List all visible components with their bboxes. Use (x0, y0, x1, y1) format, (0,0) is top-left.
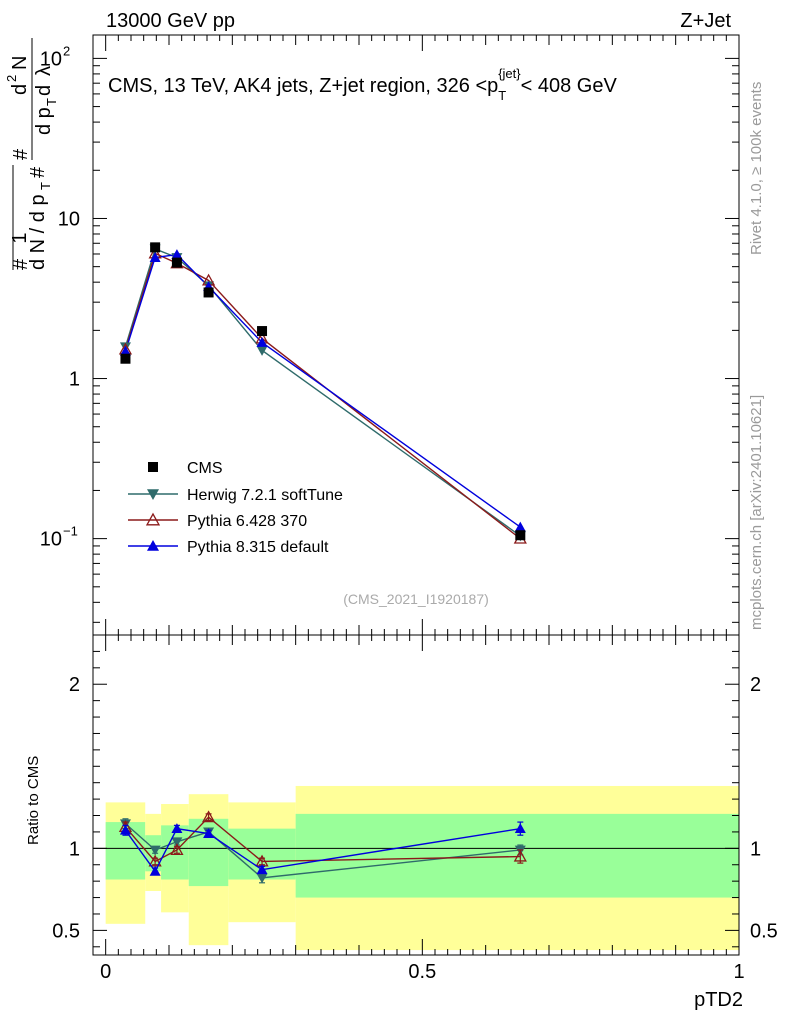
ratio-point-2-3 (203, 828, 215, 838)
data-point-0-5 (515, 530, 526, 541)
svg-text:d N / d p: d N / d p (27, 194, 49, 270)
data-point-3-1 (149, 252, 161, 262)
ratio-point-0-1 (149, 845, 161, 856)
legend-label-2: Pythia 6.428 370 (187, 513, 307, 530)
y-tick-label: 10 (40, 48, 62, 70)
ratio-y-tick-label: 0.5 (52, 920, 80, 942)
series-line-3 (124, 253, 521, 528)
data-point-0-0 (120, 353, 131, 364)
ratio-y-tick-label-right: 2 (750, 674, 761, 696)
legend-label-3: Pythia 8.315 default (187, 539, 329, 556)
legend: CMS Herwig 7.2.1 softTune Pythia 6.428 370… (128, 460, 343, 556)
header-process-label: Z+Jet (680, 10, 731, 32)
y-tick-label: 10 (58, 208, 80, 230)
main-y-axis-label: # 1 d N / d p T # # d 2 N d p T d λ (4, 38, 59, 270)
ratio-point-2-4 (256, 864, 268, 875)
x-tick-label: 0.5 (408, 961, 436, 983)
ratio-point-2-2 (171, 823, 183, 834)
svg-text:#: # (10, 148, 32, 160)
data-point-0-3 (203, 287, 214, 298)
ratio-y-tick-label-right: 1 (750, 838, 761, 860)
rivet-version-label: Rivet 4.1.0, ≥ 100k events (748, 82, 765, 255)
data-point-3-0 (119, 345, 131, 356)
ratio-point-2-0 (119, 824, 131, 835)
ratio-plot-frame (92, 634, 740, 956)
y-tick-label-exponent: −1 (63, 524, 78, 539)
analysis-watermark: (CMS_2021_I1920187) (343, 591, 489, 607)
legend-marker-3 (147, 540, 159, 551)
ratio-point-1-5 (513, 849, 527, 862)
y-tick-label-exponent: 2 (63, 43, 70, 58)
main-plot-title: CMS, 13 TeV, AK4 jets, Z+jet region, 326… (108, 66, 617, 103)
ratio-y-tick-label-right: 0.5 (750, 920, 778, 942)
ratio-point-1-2 (170, 843, 184, 856)
ratio-point-2-5 (514, 823, 526, 834)
ratio-point-0-2 (171, 837, 183, 848)
svg-text:d: d (33, 85, 55, 96)
uncertainty-band-green-2 (161, 825, 189, 880)
x-axis-label: pTD2 (694, 989, 743, 1011)
svg-text:T: T (38, 182, 53, 190)
svg-text:d p: d p (33, 107, 55, 135)
x-tick-label: 1 (733, 961, 744, 983)
svg-text:N: N (9, 56, 31, 70)
svg-text:d: d (9, 84, 31, 95)
data-point-1-4 (256, 345, 268, 356)
ratio-line-1 (124, 816, 521, 863)
svg-text:#: # (10, 258, 32, 270)
svg-text:T: T (44, 98, 59, 106)
y-tick-label: 10 (40, 529, 62, 551)
data-point-3-4 (256, 336, 268, 347)
ratio-point-2-1 (149, 865, 161, 876)
x-tick-label: 0 (100, 961, 111, 983)
series-line-2 (124, 252, 521, 540)
svg-text:1: 1 (9, 232, 31, 243)
ratio-point-1-3 (201, 810, 216, 823)
header-energy-label: 13000 GeV pp (106, 10, 235, 32)
legend-marker-0 (148, 462, 158, 472)
ratio-point-0-4 (256, 873, 268, 884)
ratio-y-tick-label: 2 (69, 674, 80, 696)
legend-label-0: CMS (187, 460, 223, 477)
ratio-y-axis-label: Ratio to CMS (25, 756, 42, 845)
data-point-0-2 (171, 257, 182, 268)
svg-text:#: # (27, 166, 49, 178)
legend-label-1: Herwig 7.2.1 softTune (187, 487, 343, 504)
data-point-3-2 (171, 249, 183, 259)
data-point-3-5 (514, 521, 526, 532)
data-point-0-4 (257, 326, 268, 337)
svg-text:2: 2 (4, 75, 19, 82)
ratio-y-tick-label: 1 (69, 838, 80, 860)
mcplots-label: mcplots.cern.ch [arXiv:2401.10621] (748, 395, 765, 630)
y-tick-label: 1 (69, 369, 80, 391)
ratio-line-2 (124, 827, 521, 873)
legend-marker-1 (147, 489, 159, 500)
ratio-panel: 0.5 0.5 1 1 2 2 0 0.5 1 Ratio to CMS pTD2 (25, 634, 778, 1011)
data-point-0-1 (150, 242, 161, 253)
legend-marker-2 (145, 512, 161, 526)
svg-text:λ: λ (33, 66, 55, 76)
